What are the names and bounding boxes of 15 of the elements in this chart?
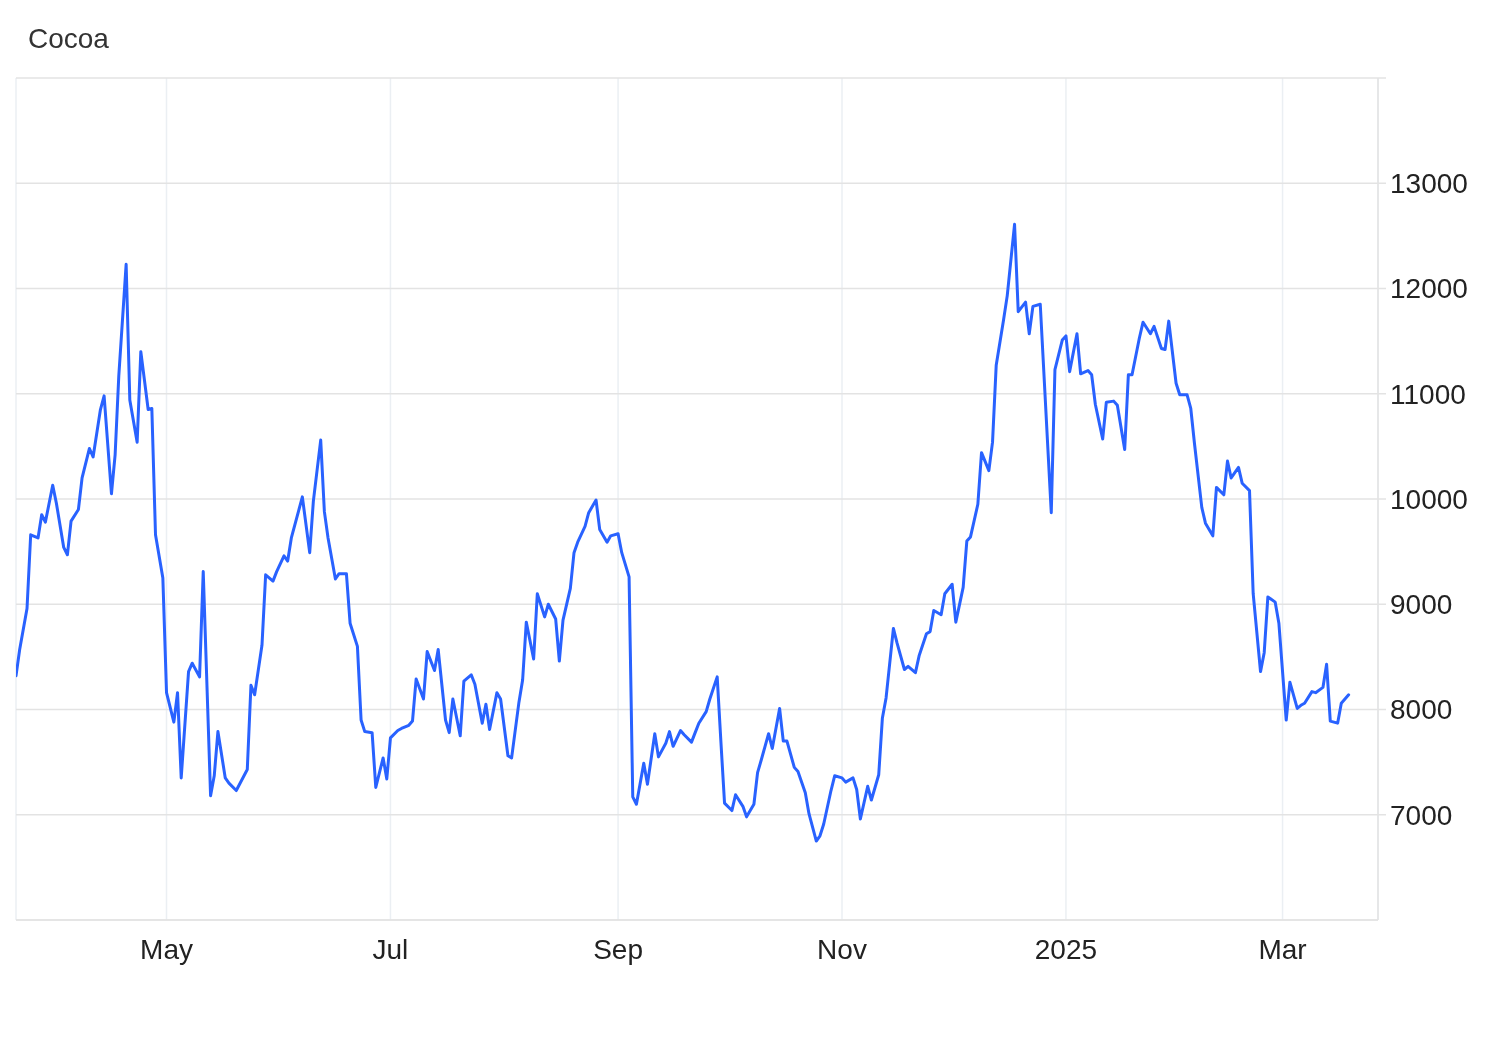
x-tick-label: Sep [593,933,643,965]
x-tick-label: May [140,933,193,965]
line-series [16,222,1351,843]
y-tick-label: 10000 [1390,483,1468,515]
x-tick-label: 2025 [1034,933,1098,965]
y-tick-label: 8000 [1390,694,1453,726]
x-tick-label: Jul [372,933,409,965]
x-tick-label: Mar [1258,933,1307,965]
y-tick-label: 11000 [1390,378,1466,410]
y-tick-label: 13000 [1390,168,1468,200]
chart-title: Cocoa [28,22,109,56]
y-tick-label: 9000 [1390,589,1453,621]
y-tick-label: 12000 [1390,273,1468,305]
x-tick-label: Nov [817,933,867,965]
y-tick-label: 7000 [1390,799,1453,831]
